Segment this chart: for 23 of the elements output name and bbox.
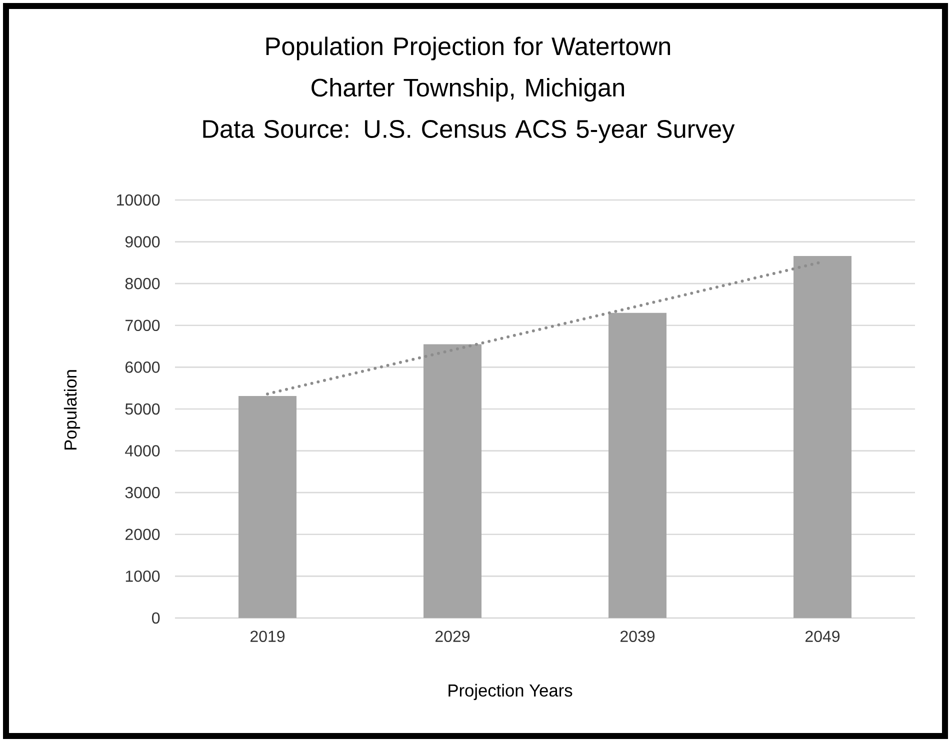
y-tick-label: 8000 bbox=[125, 278, 160, 290]
chart-subtitle: Data Source: U.S. Census ACS 5-year Survey bbox=[203, 120, 735, 143]
y-tick-label: 9000 bbox=[125, 236, 160, 248]
x-tick-label: 2049 bbox=[805, 630, 840, 642]
y-tick-label: 7000 bbox=[126, 320, 160, 332]
y-tick-label: 1000 bbox=[126, 570, 160, 582]
x-tick-label: 2019 bbox=[250, 630, 285, 642]
y-tick-label: 5000 bbox=[125, 403, 160, 415]
bar bbox=[238, 396, 297, 618]
y-tick-label: 4000 bbox=[125, 445, 160, 456]
x-axis-title: Projection Years bbox=[448, 684, 572, 700]
chart-title: Population Projection for Watertown Charter Township, Michigan bbox=[266, 36, 670, 102]
bar bbox=[424, 344, 482, 618]
y-tick-label: 2000 bbox=[125, 528, 160, 540]
y-tick-label: 10000 bbox=[117, 194, 160, 206]
y-tick-label: 6000 bbox=[126, 362, 160, 373]
x-tick-label: 2039 bbox=[620, 630, 655, 642]
x-tick-label: 2029 bbox=[436, 630, 470, 642]
y-tick-label: 3000 bbox=[125, 486, 160, 498]
bar bbox=[793, 256, 852, 618]
y-tick-label: 0 bbox=[152, 612, 160, 624]
bar bbox=[608, 312, 666, 618]
y-axis-title: Population bbox=[64, 370, 80, 450]
